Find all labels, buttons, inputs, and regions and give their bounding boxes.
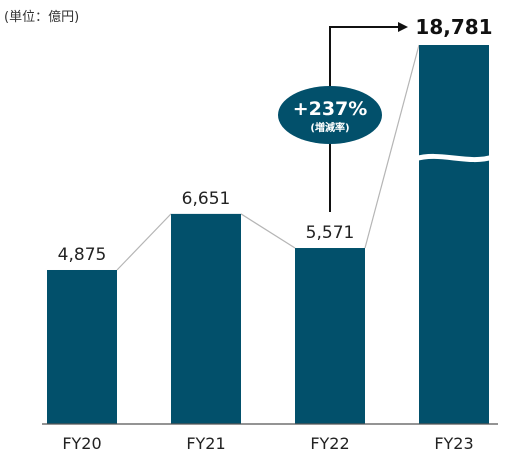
category-labels: FY20 FY21 FY22 FY23	[62, 434, 473, 453]
growth-arrow	[329, 26, 400, 212]
category-label-fy23: FY23	[434, 434, 473, 453]
bar-fy22	[295, 248, 365, 424]
axis-break-mark	[414, 153, 494, 163]
value-label-fy20: 4,875	[58, 245, 107, 265]
growth-value: +237%	[293, 98, 368, 120]
category-label-fy21: FY21	[186, 434, 225, 453]
category-label-fy20: FY20	[62, 434, 101, 453]
growth-badge	[278, 86, 382, 144]
connector-line	[364, 44, 420, 249]
growth-callout: +237% (増減率)	[278, 22, 408, 212]
value-label-fy22: 5,571	[306, 223, 355, 243]
connector-line	[116, 213, 172, 271]
connector-line	[240, 213, 296, 249]
bar-fy21	[171, 213, 241, 424]
bar-fy20	[47, 269, 117, 424]
value-label-fy21: 6,651	[182, 189, 231, 209]
growth-arrowhead	[398, 22, 408, 32]
unit-label: (単位：億円)	[4, 10, 80, 25]
bars	[47, 45, 494, 424]
bar-fy23	[419, 45, 489, 424]
value-label-fy23: 18,781	[415, 15, 492, 39]
category-label-fy22: FY22	[310, 434, 349, 453]
growth-label: (増減率)	[310, 121, 349, 134]
connector-lines	[116, 44, 420, 271]
value-labels: 4,875 6,651 5,571 18,781	[58, 15, 493, 265]
